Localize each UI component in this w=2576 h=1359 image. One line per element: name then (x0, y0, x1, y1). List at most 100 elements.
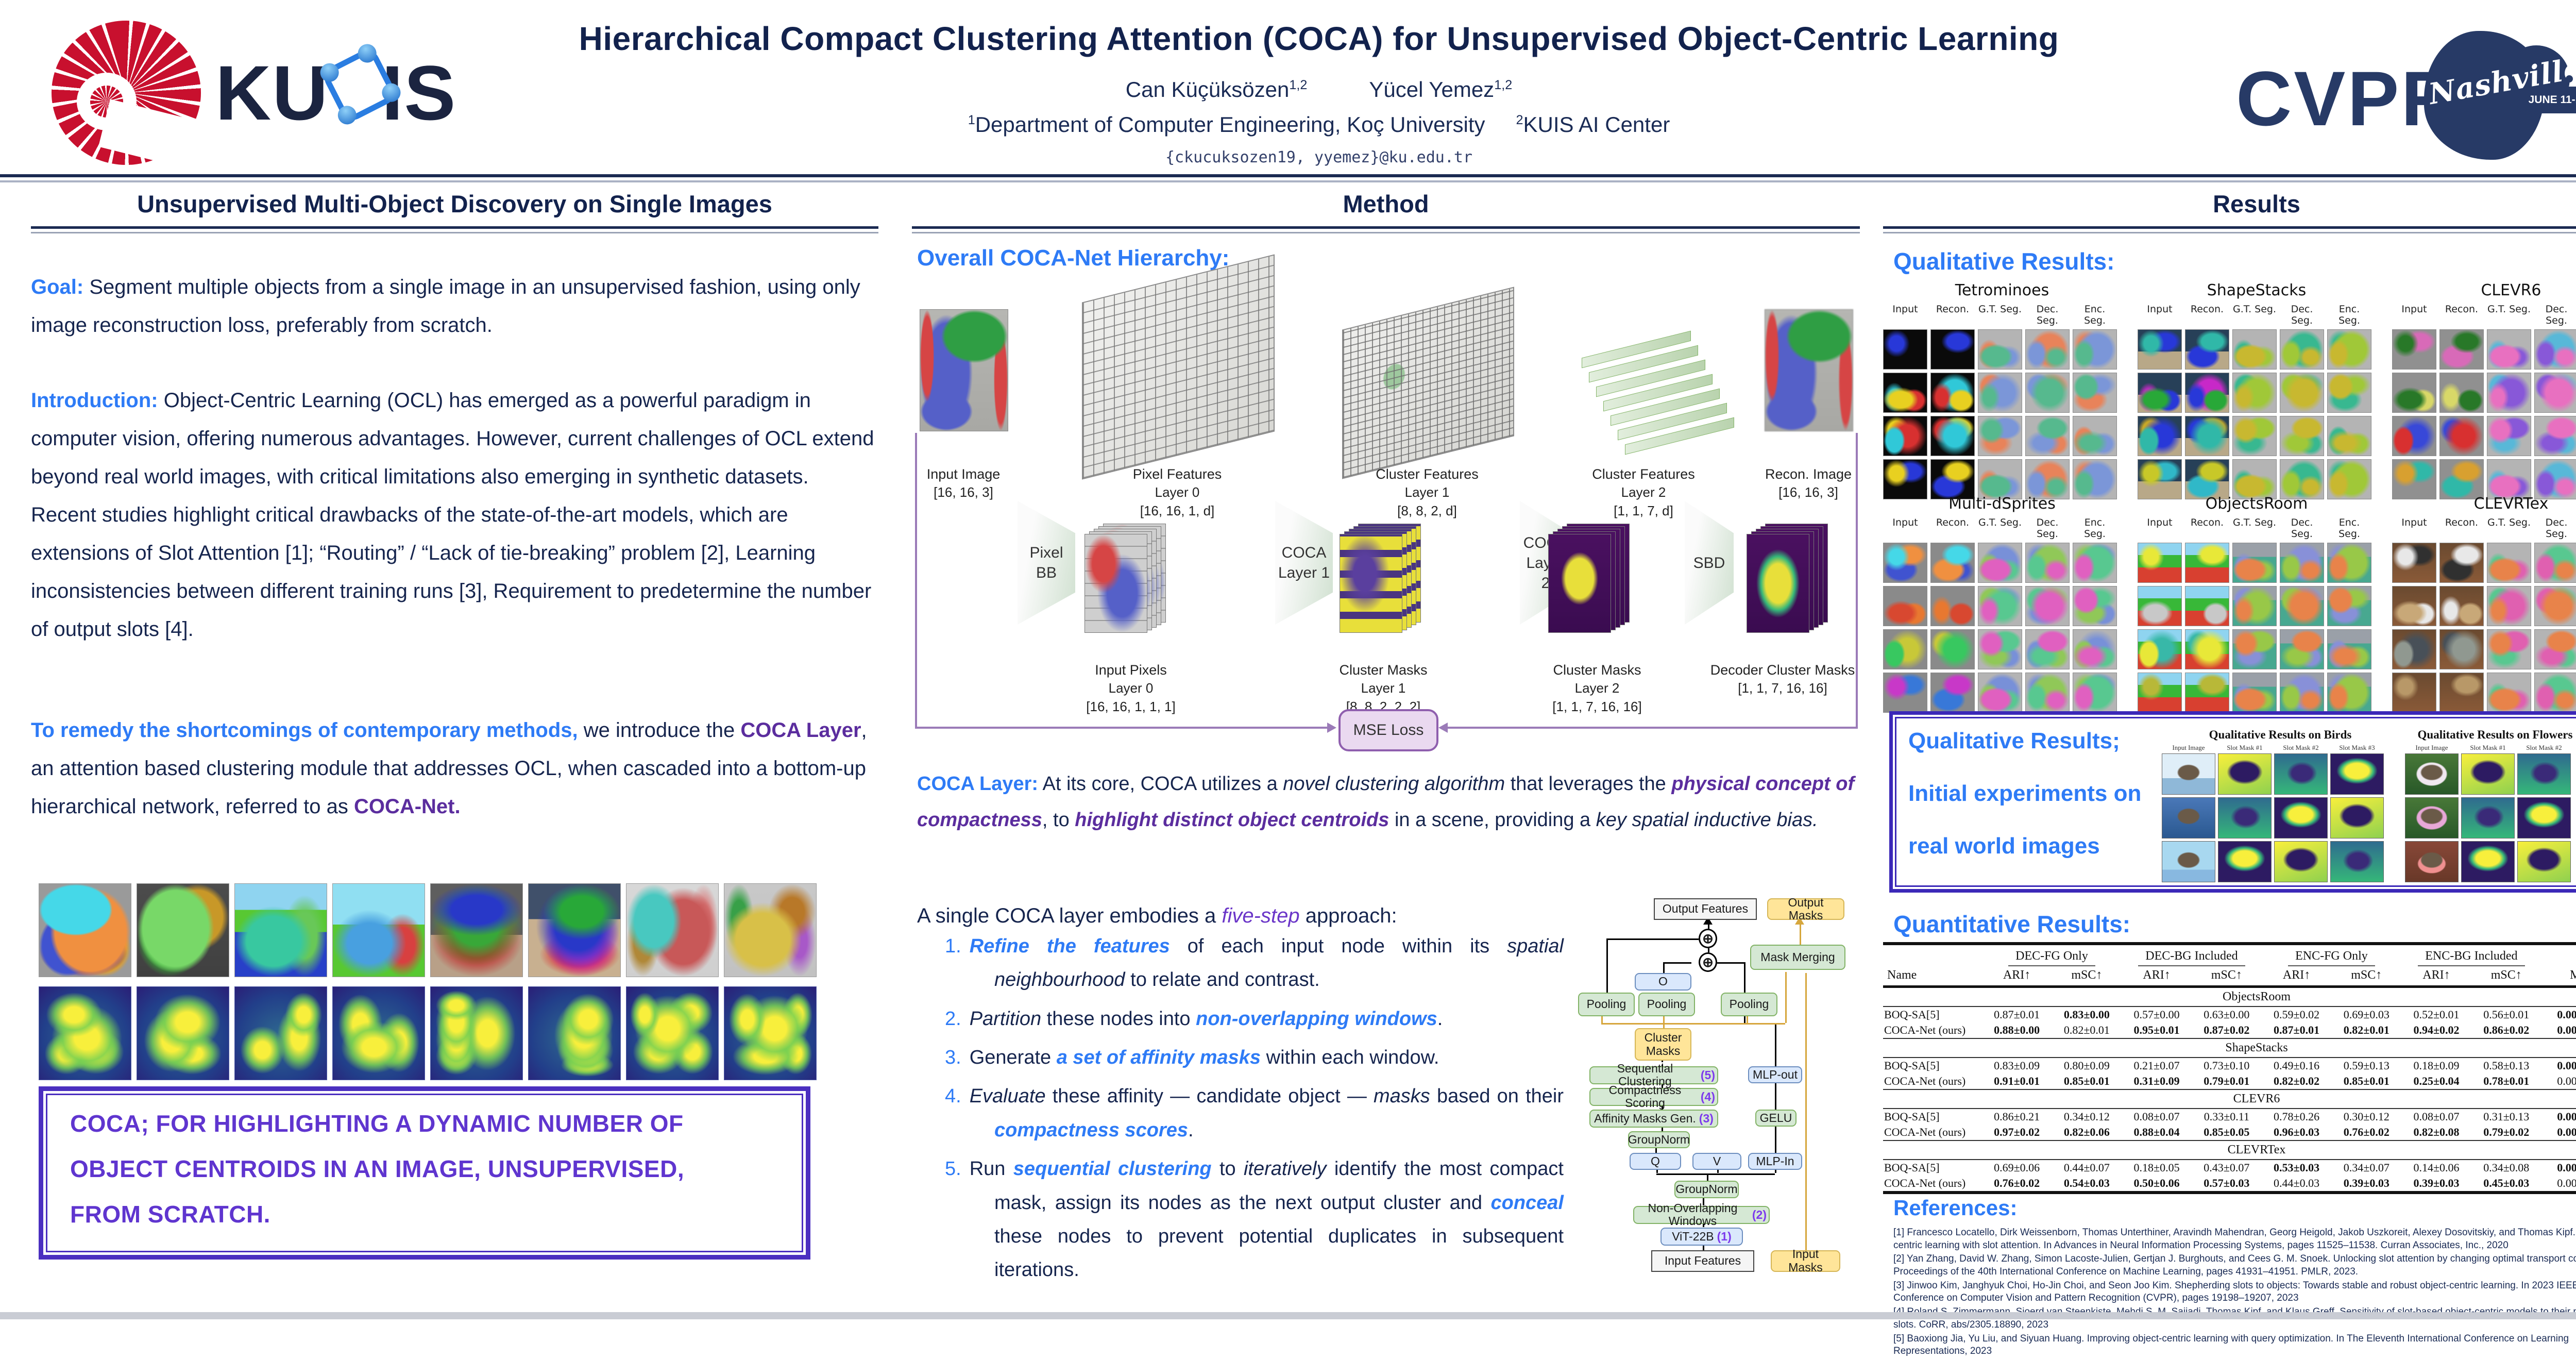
flow-line (1707, 1173, 1708, 1181)
metric-value-cell: 0.82±0.02 (2261, 1073, 2332, 1090)
discovery-input-image (332, 883, 425, 977)
results-section-header: Results (1883, 190, 2576, 233)
metric-value-cell: 0.34±0.07 (2343, 1161, 2389, 1174)
grid-column-header: Dec. Seg. (2291, 304, 2313, 326)
flow-line (1703, 1246, 1704, 1250)
metric-value-cell: 0.88±0.00 (1981, 1022, 2052, 1039)
flow-line (1717, 1170, 1719, 1173)
cluster-masks-l2-stack (1548, 524, 1630, 633)
text-segment: , to (1042, 809, 1075, 831)
diagram-recon-image (1765, 309, 1853, 431)
result-image-cell (1978, 586, 2022, 626)
mask-layer (1084, 534, 1147, 633)
result-image-cell (2073, 586, 2117, 626)
header-rule (0, 174, 2576, 177)
discovery-input-image (430, 883, 523, 977)
text-segment: Evaluate (969, 1085, 1046, 1108)
flow-line (1805, 973, 1807, 1250)
metric-value-cell: 0.34±0.08 (2483, 1161, 2530, 1174)
panel-title: Qualitative Results on Flowers (2417, 728, 2573, 741)
slot-mask-cell (2218, 753, 2272, 795)
grid-column-header: Enc. Seg. (2338, 304, 2360, 326)
mse-loss-box: MSE Loss (1338, 709, 1438, 751)
metric-value-cell: 0.95±0.01 (2122, 1022, 2192, 1039)
result-image-cell (2280, 543, 2324, 583)
reference-item: [5] Baoxiong Jia, Yu Liu, and Siyuan Hua… (1893, 1333, 2569, 1357)
text-segment: . (1188, 1119, 1194, 1141)
flow-line (1744, 962, 1745, 993)
flow-line (1663, 962, 1691, 964)
text-segment: SCRATCH. (147, 1201, 270, 1228)
grid-column-header: G.T. Seg. (1978, 517, 2022, 528)
flow-line (1662, 1061, 1663, 1066)
result-image-cell (2487, 459, 2531, 499)
panel-column-header: Input Image (2415, 744, 2448, 751)
result-image-cell (1978, 416, 2022, 456)
grid-column-header: Input (2147, 304, 2173, 315)
metric-value-cell: 0.006±0.003 (2541, 1073, 2576, 1090)
grid-column-header: G.T. Seg. (2487, 304, 2531, 315)
metric-value-cell: 0.86±0.02 (2471, 1022, 2541, 1039)
metric-value-cell: 0.83±0.00 (2063, 1008, 2110, 1021)
reference-item: [1] Francesco Locatello, Dirk Weissenbor… (1893, 1227, 2576, 1251)
result-image-cell (1883, 586, 1927, 626)
grid-column-header: G.T. Seg. (2232, 304, 2277, 315)
table-section-name: CLEVRTex (1883, 1140, 2576, 1160)
discovery-input-image (528, 883, 621, 977)
metric-value-cell: 0.08±0.07 (2413, 1110, 2460, 1123)
text-segment: novel clustering algorithm (1283, 773, 1505, 795)
guitar-neck: JUNE 11-15, 2025 (2529, 87, 2576, 113)
table-row: COCA-Net (ours) 0.76±0.02 0.54±0.03 0.50±0.… (1883, 1176, 2576, 1194)
input-photo-cell (2405, 753, 2459, 795)
text-segment: Goal: (31, 276, 84, 298)
flow-line (1708, 948, 1709, 953)
result-image-cell (2392, 373, 2436, 413)
metric-value-cell: 0.08±0.07 (2133, 1110, 2180, 1123)
result-image-cell (1978, 543, 2022, 583)
result-image-cell (2487, 629, 2531, 669)
left-section-title: Unsupervised Multi-Object Discovery on S… (137, 190, 772, 217)
flow-node-sum-2: ⊕ (1699, 952, 1717, 972)
arrowhead-icon (1438, 723, 1448, 733)
five-step-list: 1. Refine the features of each input node… (917, 930, 1564, 1293)
result-image-cell (2138, 373, 2182, 413)
centroid-heatmap (626, 986, 719, 1080)
metric-value-cell: 0.30±0.12 (2343, 1110, 2389, 1123)
grid-column-header: Dec. Seg. (2036, 304, 2059, 326)
goal-paragraph: Goal: Segment multiple objects from a si… (31, 268, 878, 344)
birds-panel: Qualitative Results on Birds Input Image S… (2162, 728, 2399, 882)
metric-value-cell: 0.33±0.11 (2204, 1110, 2249, 1123)
text-segment: Run (969, 1158, 1013, 1180)
discovery-input-image (137, 883, 229, 977)
metric-value-cell: 0.87±0.02 (2191, 1022, 2262, 1039)
table-metric-header: mSC↑ (2331, 967, 2402, 988)
kuis-logo: KU IS (52, 15, 474, 176)
result-image-cell (2392, 586, 2436, 626)
method-step: 4. Evaluate these affinity — candidate ob… (917, 1080, 1564, 1147)
result-image-cell (2025, 629, 2070, 669)
grid-column-header: Recon. (2190, 517, 2224, 528)
result-image-cell (2327, 543, 2371, 583)
metric-value-cell: 0.59±0.02 (2274, 1008, 2320, 1021)
result-image-cell (2025, 416, 2070, 456)
result-image-cell (2232, 543, 2277, 583)
result-image-cell (2439, 416, 2484, 456)
flow-line (1775, 1083, 1776, 1110)
result-image-cell (2025, 543, 2070, 583)
five-step-intro: A single COCA layer embodies a five-step… (917, 897, 1397, 935)
model-name-cell: COCA-Net (ours) (1883, 1073, 1982, 1090)
text-segment: that leverages the (1505, 773, 1672, 795)
metric-value-cell: 0.21±0.07 (2133, 1059, 2180, 1072)
text-segment: To remedy the shortcomings of contempora… (31, 719, 578, 742)
metric-value-cell: 0.79±0.02 (2471, 1125, 2541, 1141)
result-image-cell (2487, 373, 2531, 413)
table-row: BOQ-SA[5] 0.87±0.01 0.83±0.00 0.57±0.00 0.63… (1883, 1006, 2576, 1022)
kuis-wordmark-left: KU (215, 49, 329, 136)
result-image-cell (2073, 416, 2117, 456)
result-image-cell (2280, 586, 2324, 626)
qualitative-group: ShapeStacks Input Recon. G.T. Seg. Dec. Seg.… (2138, 281, 2376, 499)
step-number: 2. (945, 1008, 961, 1030)
result-image-cell (2487, 329, 2531, 370)
